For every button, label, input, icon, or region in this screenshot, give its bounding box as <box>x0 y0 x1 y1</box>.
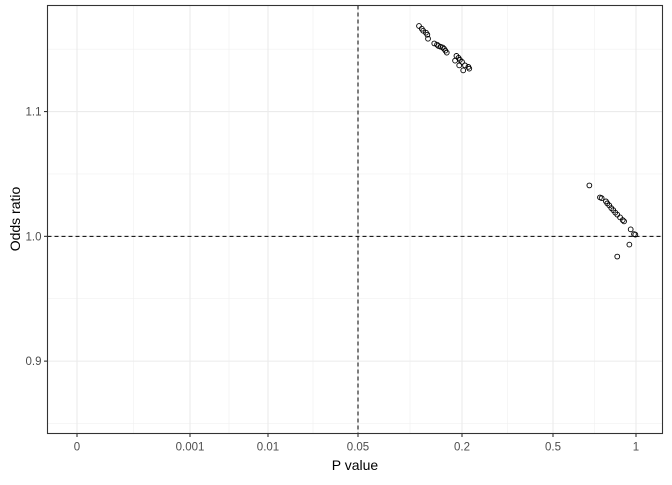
x-tick-label: 0.01 <box>257 442 279 454</box>
data-point <box>626 241 633 248</box>
data-point <box>586 182 593 189</box>
x-tick-label: 0.05 <box>347 442 369 454</box>
grid <box>47 5 663 434</box>
x-axis-label: P value <box>332 457 379 473</box>
data-point <box>621 218 627 225</box>
data-point <box>425 35 431 42</box>
data-point <box>459 59 465 65</box>
points <box>416 23 639 260</box>
data-point <box>614 253 621 260</box>
data-point <box>452 57 458 64</box>
data-point <box>617 214 623 221</box>
data-point <box>632 231 639 238</box>
reference-lines <box>47 5 663 434</box>
data-point <box>627 226 634 233</box>
y-tick-label: 1.1 <box>26 107 42 119</box>
y-tick-label: 1.0 <box>26 231 42 243</box>
x-tick-label: 0.001 <box>176 442 205 454</box>
data-point <box>456 62 463 69</box>
x-tick-label: 0.5 <box>545 442 561 454</box>
axes: 0 0.001 0.01 0.05 0.2 0.5 1 0.9 1.0 1.1 <box>26 107 640 454</box>
data-point <box>466 65 473 72</box>
data-point <box>598 195 605 202</box>
data-point <box>619 217 626 223</box>
x-tick-label: 0.2 <box>454 442 470 454</box>
x-tick-label: 1 <box>633 442 639 454</box>
data-point <box>460 67 467 74</box>
y-tick-label: 0.9 <box>26 356 42 368</box>
panel-border <box>46 4 664 435</box>
data-point <box>416 23 422 29</box>
data-point <box>431 40 438 47</box>
data-point <box>462 62 468 69</box>
data-point <box>439 44 446 51</box>
data-point <box>424 31 431 38</box>
x-tick-label: 0 <box>74 442 80 454</box>
y-axis-label: Odds ratio <box>7 186 23 251</box>
data-point <box>443 49 450 56</box>
